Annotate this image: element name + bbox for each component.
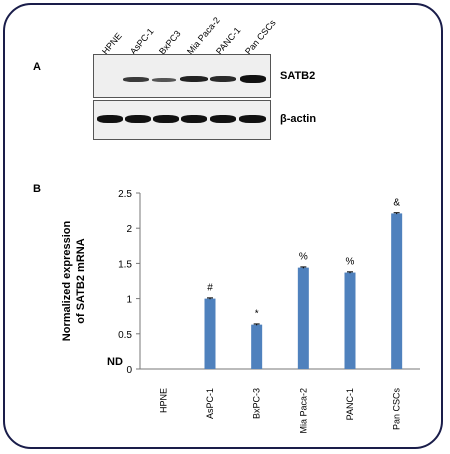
satb2-blot xyxy=(93,54,271,98)
actin-band-panc1 xyxy=(210,115,236,123)
significance-mark: & xyxy=(393,197,400,208)
satb2-band-pancscs xyxy=(240,75,266,83)
significance-mark: # xyxy=(207,283,213,294)
satb2-blot-label: SATB2 xyxy=(280,70,316,82)
actin-band-miapaca2 xyxy=(181,115,207,123)
satb2-band-bxpc3 xyxy=(152,78,176,82)
significance-mark: * xyxy=(255,309,259,320)
nd-label: ND xyxy=(107,356,123,368)
actin-band-bxpc3 xyxy=(153,115,179,123)
significance-mark: % xyxy=(346,257,355,268)
bar xyxy=(251,324,263,369)
x-tick-label: PANC-1 xyxy=(345,388,355,420)
significance-mark: % xyxy=(299,252,308,263)
panel-a-label: A xyxy=(33,61,41,73)
actin-blot-label: β-actin xyxy=(280,113,317,125)
y-tick-label: 1.5 xyxy=(118,259,132,270)
x-tick-label: Mia Paca-2 xyxy=(298,388,308,434)
bar xyxy=(204,298,216,369)
x-tick-label: HPNE xyxy=(158,388,168,413)
satb2-band-panc1 xyxy=(210,76,236,82)
bar xyxy=(391,213,403,369)
y-tick-label: 2 xyxy=(126,224,132,235)
actin-band-aspc1 xyxy=(125,115,151,123)
y-tick-label: 2.5 xyxy=(118,189,132,200)
actin-band-hpne xyxy=(97,115,123,123)
bar xyxy=(297,267,309,369)
y-tick-label: 0 xyxy=(126,365,132,376)
actin-blot xyxy=(93,100,271,140)
y-axis-label: of SATB2 mRNA xyxy=(75,238,87,323)
x-tick-label: BxPC-3 xyxy=(252,388,262,419)
actin-band-pancscs xyxy=(239,115,266,123)
satb2-band-aspc1 xyxy=(123,77,149,82)
y-axis-label: Normalized expression xyxy=(61,221,73,342)
x-tick-label: AsPC-1 xyxy=(205,388,215,419)
x-tick-label: Pan CSCs xyxy=(392,388,402,431)
y-tick-label: 0.5 xyxy=(118,330,132,341)
y-tick-label: 1 xyxy=(126,295,132,306)
satb2-band-miapaca2 xyxy=(180,76,208,82)
bar xyxy=(344,272,356,369)
panel-b-label: B xyxy=(33,183,41,195)
